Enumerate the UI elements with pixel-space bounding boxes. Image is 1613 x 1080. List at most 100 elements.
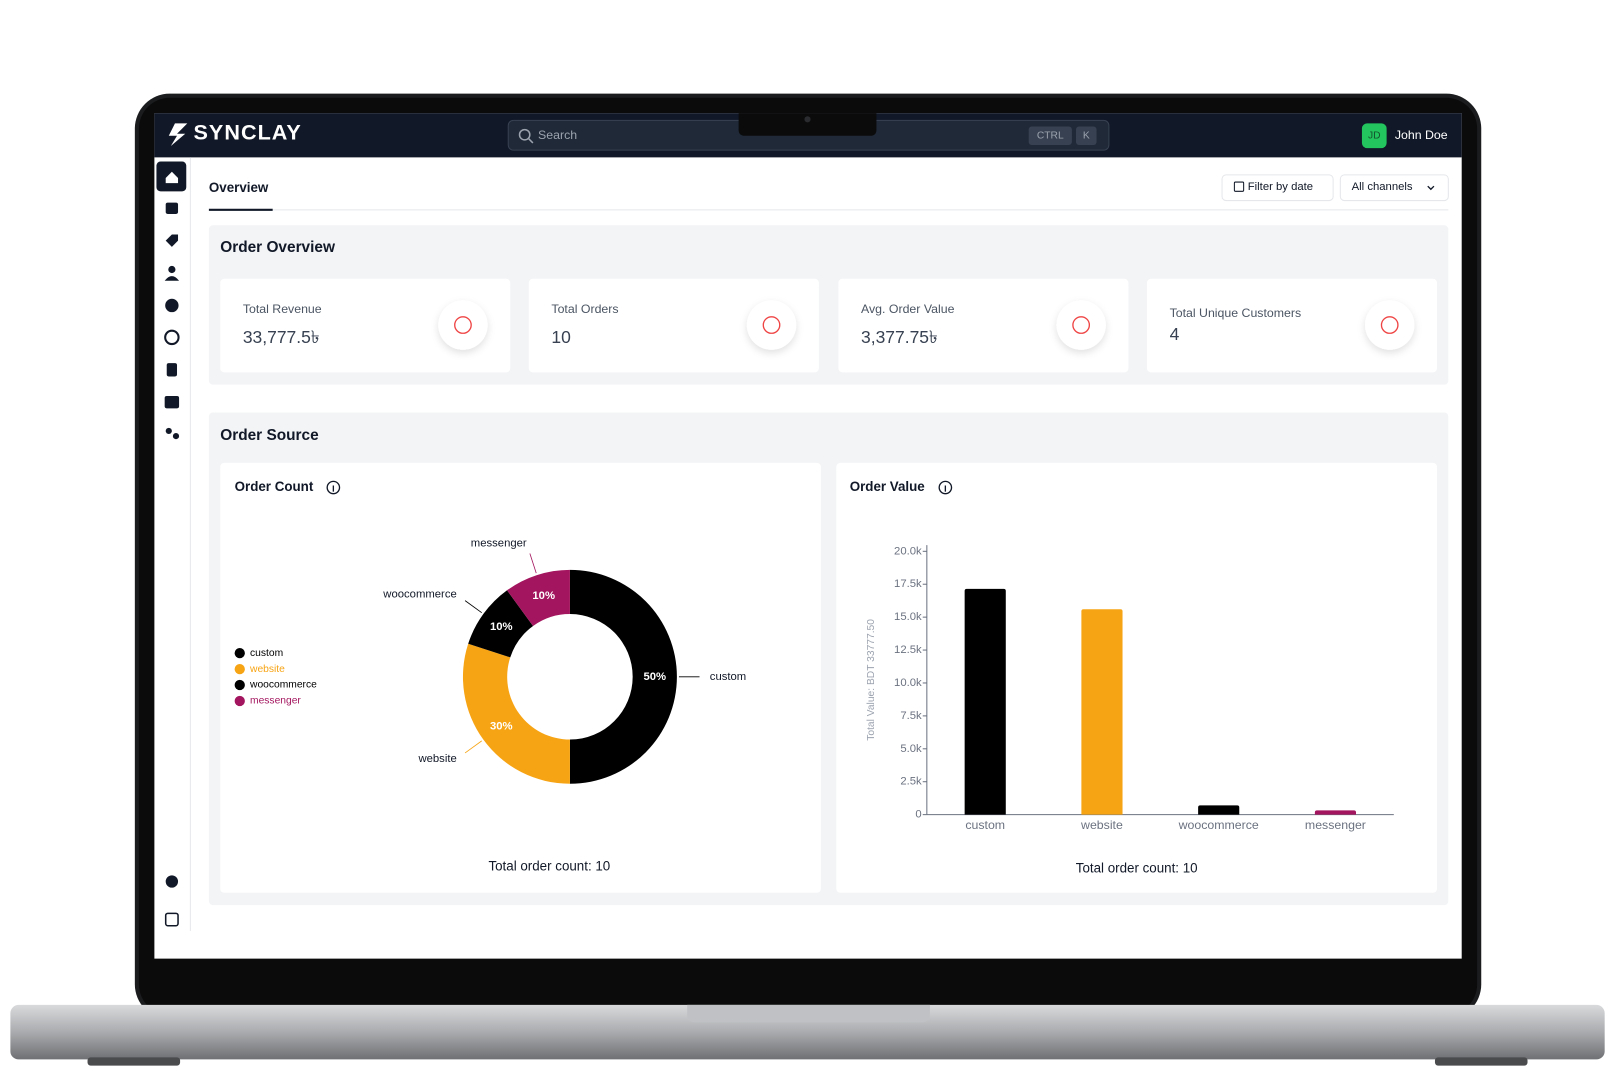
slice-category: custom	[710, 671, 746, 683]
tab: Overview	[209, 180, 269, 195]
slice-category: messenger	[471, 538, 527, 550]
stat-label: Total Revenue	[243, 302, 322, 316]
donut-slice	[507, 569, 570, 627]
legend-swatch	[234, 648, 245, 659]
chart-title: Order Value	[850, 479, 925, 494]
x-tick-label: woocommerce	[1178, 818, 1259, 832]
section-title: Order Overview	[220, 239, 336, 256]
leader-line	[464, 600, 482, 614]
collapse-icon[interactable]	[164, 912, 179, 927]
search-icon	[528, 138, 534, 144]
info-icon	[938, 480, 953, 495]
stat-label: Avg. Order Value	[861, 302, 955, 316]
filter-label: Filter by date	[1248, 181, 1313, 193]
key-badge	[1028, 126, 1072, 146]
key-badge	[1075, 126, 1097, 146]
nav-icon[interactable]	[165, 298, 179, 313]
user-name: John Doe	[1395, 128, 1448, 142]
chart-footer: Total order count: 10	[1076, 861, 1198, 876]
stat-icon-bg	[746, 300, 797, 350]
stat-card	[838, 278, 1129, 373]
legend-label: website	[249, 664, 285, 675]
y-axis-label: Total Value: BDT 33777.50	[866, 619, 877, 741]
calendar-icon	[1233, 181, 1245, 192]
stat-value: 33,777.5৳	[243, 327, 320, 347]
overview-panel	[208, 225, 1449, 385]
section-title: Order Source	[220, 427, 319, 444]
x-tick-label: custom	[965, 818, 1005, 832]
legend-label: custom	[250, 648, 283, 659]
nav-icon[interactable]	[165, 427, 172, 435]
nav-icon[interactable]	[172, 433, 180, 440]
channel-select[interactable]	[1339, 174, 1449, 202]
search-placeholder: Search	[538, 128, 577, 142]
info-icons	[326, 480, 953, 495]
donut-slice	[569, 569, 677, 784]
stat-value: 10	[551, 327, 571, 347]
brand: SYNCLAY	[193, 119, 301, 144]
bar	[964, 588, 1006, 815]
stat-icon	[762, 316, 781, 334]
chart-title: Order Count	[235, 479, 314, 494]
search-icon	[518, 128, 531, 141]
legend-label: messenger	[250, 696, 301, 707]
home-icon	[165, 171, 179, 184]
y-tick-label: 7.5k	[900, 710, 922, 722]
y-tick-label: 2.5k	[900, 776, 922, 788]
legend-swatch	[234, 695, 245, 707]
bar	[1081, 609, 1123, 815]
nav-icon[interactable]	[164, 396, 180, 409]
stat-value: 3,377.75৳	[861, 327, 938, 347]
shortcut-key: CTRL	[1037, 130, 1064, 141]
nav-icon[interactable]	[166, 363, 178, 377]
bar	[1198, 805, 1240, 815]
nav-icon[interactable]	[168, 265, 176, 274]
stat-icon	[1072, 316, 1091, 334]
user-initials: JD	[1368, 130, 1381, 141]
filter-button[interactable]	[1221, 174, 1334, 202]
donut-slice	[468, 590, 534, 658]
bar	[1314, 810, 1357, 815]
info-icon	[326, 480, 341, 495]
legend-label: woocommerce	[249, 680, 317, 691]
slice-category: woocommerce	[382, 589, 456, 601]
camera	[804, 116, 811, 123]
chart-card	[220, 462, 821, 893]
chevron	[1427, 185, 1435, 191]
foot	[87, 1057, 181, 1066]
logo-mark	[168, 123, 188, 147]
stat-icon-bg	[438, 300, 488, 350]
stat-icon	[454, 316, 472, 334]
stat-card	[528, 278, 819, 373]
nav-icon[interactable]	[164, 329, 180, 346]
slice-label: 10%	[490, 621, 513, 633]
slice-category: website	[417, 753, 456, 765]
avatar[interactable]	[1361, 123, 1387, 149]
stat-icon	[1380, 316, 1399, 334]
stat-value: 4	[1170, 324, 1180, 344]
stat-card	[220, 278, 511, 373]
stat-icon-bg	[1056, 300, 1106, 350]
stat-label: Total Unique Customers	[1170, 306, 1302, 320]
y-tick-label: 12.5k	[894, 644, 922, 656]
y-tick-label: 15.0k	[894, 611, 922, 623]
nav-icon[interactable]	[165, 202, 179, 214]
shortcut-key: K	[1083, 130, 1090, 141]
legend-swatch	[234, 679, 245, 691]
stat-card	[1146, 278, 1438, 373]
x-tick-label: website	[1080, 818, 1123, 832]
y-tick-label: 0	[915, 809, 921, 821]
nav-icon[interactable]	[164, 276, 180, 281]
chart-footer: Total order count: 10	[488, 859, 610, 874]
slice-label: 50%	[643, 671, 666, 683]
y-tick-label: 17.5k	[894, 578, 922, 590]
base-notch	[687, 1004, 930, 1023]
settings-icon[interactable]	[165, 875, 179, 888]
legend-swatch	[234, 663, 245, 675]
stat-icon-bg	[1365, 300, 1415, 350]
laptop-base	[10, 1004, 1605, 1060]
slice-label: 10%	[532, 590, 555, 602]
x-tick-label: messenger	[1305, 818, 1366, 832]
